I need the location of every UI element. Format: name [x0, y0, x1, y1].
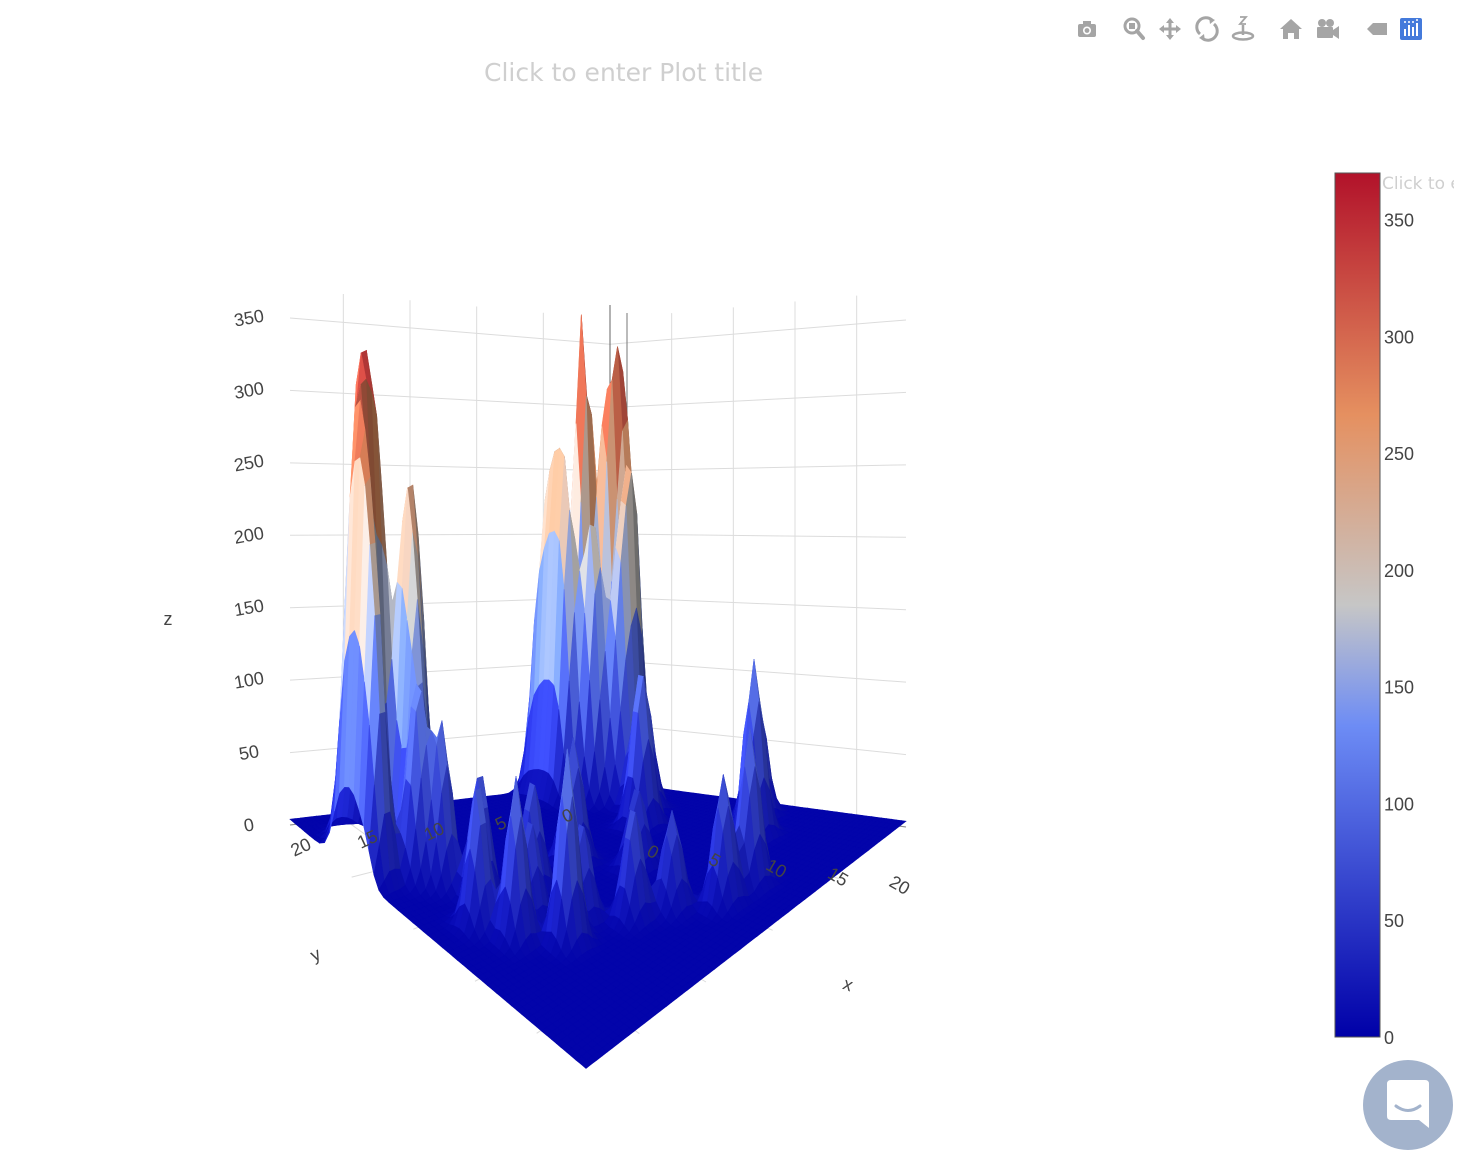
z-tick-label: 150: [232, 595, 265, 620]
home-button[interactable]: [1276, 14, 1306, 44]
camera-button[interactable]: [1072, 14, 1102, 44]
zoom-icon: [1123, 17, 1145, 40]
orbit-rotation-button[interactable]: [1192, 14, 1222, 44]
plotly-logo-button[interactable]: [1396, 14, 1426, 44]
turntable-rotation-button[interactable]: [1228, 14, 1258, 44]
colorbar-tick-label: 300: [1384, 327, 1414, 347]
plot-title[interactable]: Click to enter Plot title: [484, 58, 764, 87]
hover-tag-icon: [1367, 23, 1387, 35]
chat-launcher-button[interactable]: [1363, 1060, 1453, 1150]
plotly-logo-icon: [1400, 18, 1422, 40]
y-tick-label: 20: [287, 834, 314, 861]
z-gridline: [289, 389, 611, 409]
chat-bubble-icon: [1387, 1080, 1429, 1128]
hover-tag-button[interactable]: [1361, 14, 1391, 44]
z-gridline: [609, 391, 907, 409]
z-axis-title: z: [164, 609, 173, 629]
home-icon: [1280, 19, 1302, 39]
x-tick-label: 20: [886, 871, 913, 898]
pan-icon: [1159, 18, 1181, 40]
colorbar-tick-label: 100: [1384, 794, 1414, 814]
x-axis-title: x: [840, 973, 855, 995]
colorbar-tick-label: 150: [1384, 678, 1414, 698]
z-tick-label: 250: [232, 450, 265, 475]
z-gridline: [609, 319, 907, 345]
z-gridline: [609, 660, 907, 683]
colorbar-gradient: [1334, 172, 1381, 1038]
colorbar-tick-label: 0: [1384, 1028, 1394, 1048]
z-gridline: [289, 317, 611, 345]
z-tick-label: 350: [232, 306, 265, 331]
camera-icon: [1078, 21, 1096, 37]
z-gridline: [609, 533, 907, 538]
modebar: [1066, 14, 1446, 44]
surface-patch: [580, 1059, 592, 1069]
video-camera-button[interactable]: [1312, 14, 1342, 44]
z-tick-label: 50: [237, 741, 260, 764]
y-axis-title: y: [307, 944, 324, 966]
zoom-button[interactable]: [1119, 14, 1149, 44]
colorbar-tick-label: 50: [1384, 911, 1404, 931]
surface-mesh: [289, 314, 907, 1069]
z-gridline: [609, 464, 907, 472]
z-tick-label: 0: [242, 814, 255, 835]
colorbar-tick-label: 350: [1384, 211, 1414, 231]
z-gridline: [609, 596, 907, 611]
pan-button[interactable]: [1155, 14, 1185, 44]
turntable-rotation-icon: [1231, 16, 1255, 41]
colorbar-tick-label: 250: [1384, 444, 1414, 464]
z-tick-label: 200: [232, 523, 265, 548]
video-camera-icon: [1317, 19, 1339, 39]
colorbar-tick-label: 200: [1384, 561, 1414, 581]
z-tick-label: 300: [232, 378, 265, 403]
z-tick-label: 100: [232, 668, 265, 693]
colorbar-title[interactable]: Click to enter: [1382, 174, 1454, 194]
orbit-rotation-icon: [1195, 16, 1219, 42]
